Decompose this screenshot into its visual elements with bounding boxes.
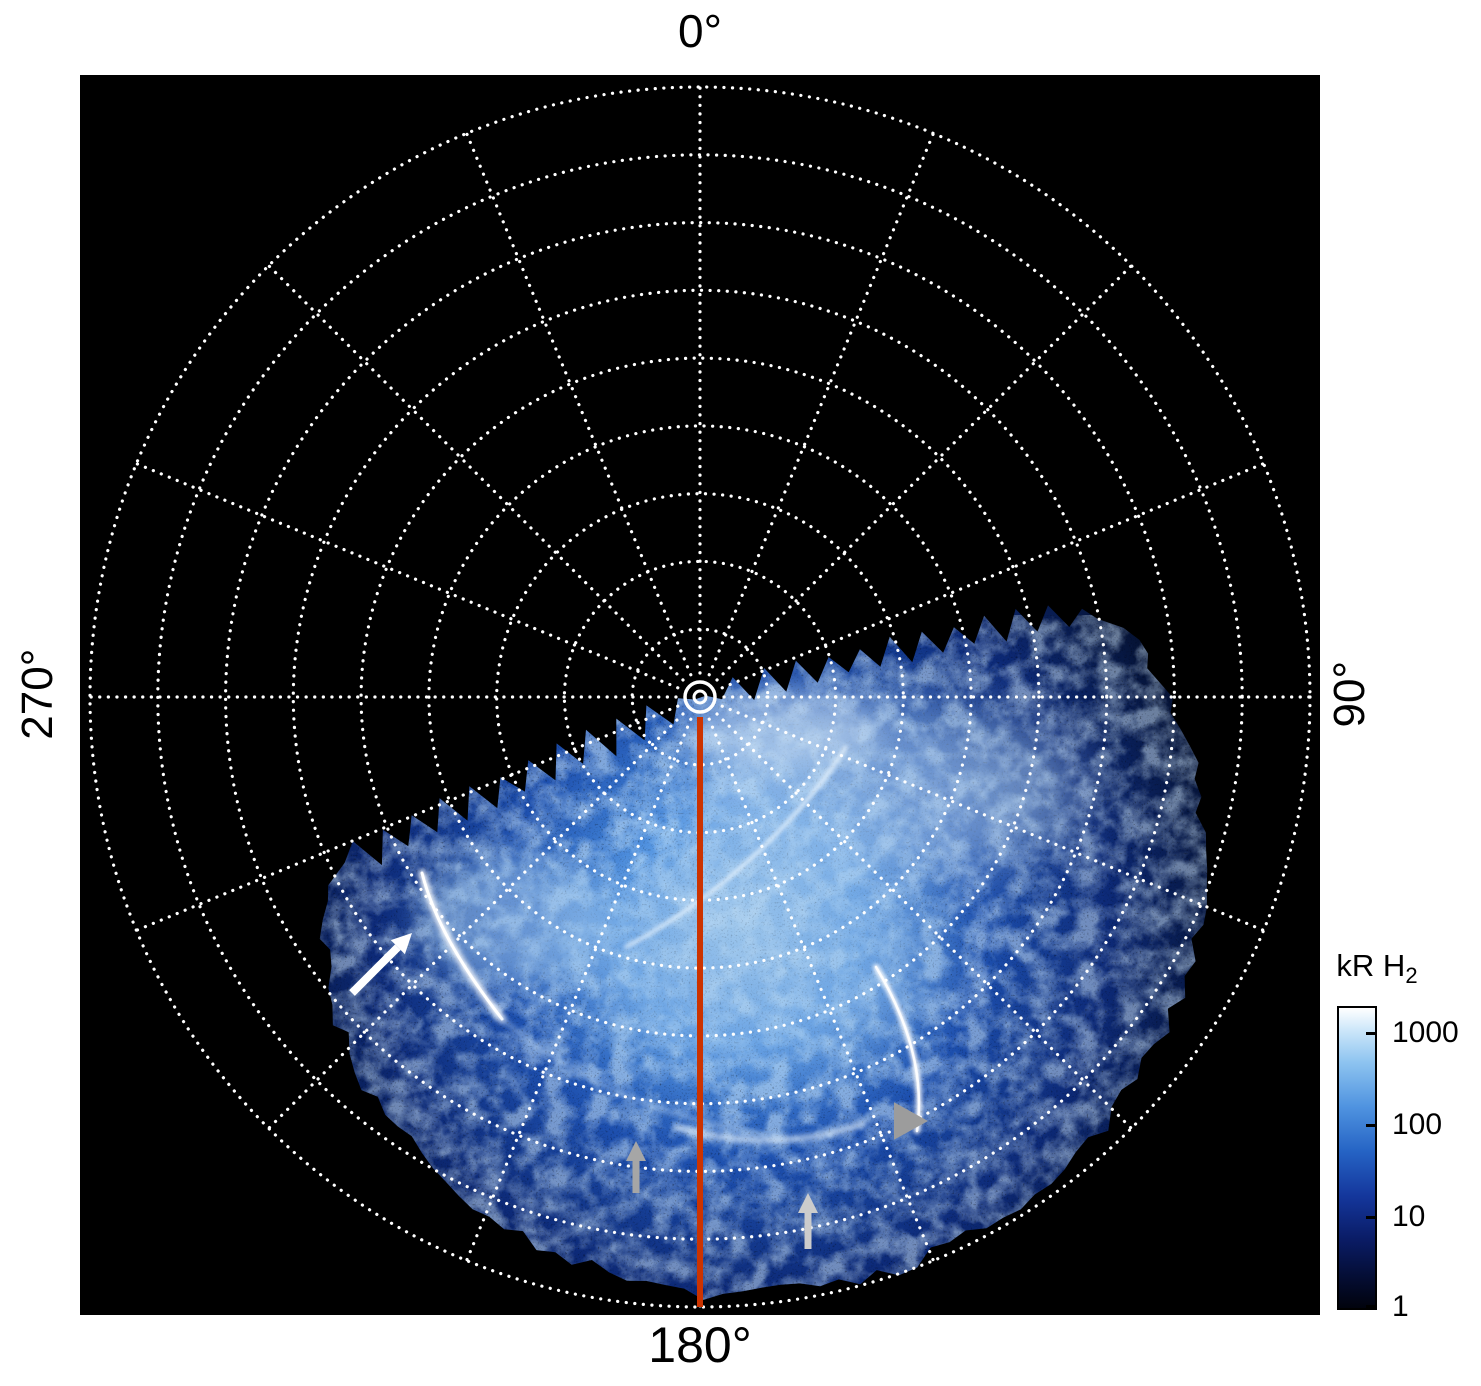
- auroral-arc: [500, 1017, 782, 1138]
- angle-label-90: 90°: [1324, 660, 1374, 728]
- diffuse-glow: [420, 855, 610, 985]
- grid-radial-line: [720, 704, 1266, 933]
- colorbar-title-text: kR H: [1336, 948, 1406, 983]
- pole-marker-inner-ring: [692, 689, 708, 705]
- arrow-head: [798, 1193, 818, 1213]
- annotation-arrow: [798, 1193, 818, 1249]
- annotation-triangle-pointer: [894, 1102, 928, 1140]
- colorbar-tick-10: 10: [1392, 1200, 1426, 1233]
- grid-ring: [427, 424, 973, 970]
- diffuse-glow: [580, 840, 940, 1070]
- grid-radial-line: [134, 704, 680, 933]
- colorbar-tick-1000: 1000: [1392, 1016, 1459, 1049]
- annotation-arrow: [349, 933, 412, 996]
- aurora-features: [418, 690, 1080, 1143]
- grid-radial-line: [715, 712, 1133, 1130]
- angle-label-270: 270°: [12, 648, 62, 740]
- grid-radial-line: [465, 131, 693, 677]
- colorbar-tick-mark: [1366, 1032, 1375, 1035]
- grid-radial-line: [267, 264, 685, 682]
- colorbar-tick-1: 1: [1392, 1290, 1409, 1323]
- grid-ring: [291, 288, 1109, 1106]
- auroral-arc: [624, 745, 848, 949]
- polar-plot-area: [80, 75, 1320, 1315]
- auroral-arc: [874, 965, 921, 1133]
- arrow-head: [626, 1141, 646, 1161]
- colorbar-tick-mark: [1366, 1305, 1375, 1308]
- pole-marker-ring: [683, 680, 717, 714]
- grid-radial-line: [707, 131, 936, 677]
- polar-plot-svg: [88, 85, 1312, 1309]
- annotation-arrow: [626, 1141, 646, 1193]
- grid-radial-line: [715, 264, 1133, 682]
- grid-radial-line: [707, 717, 936, 1263]
- colorbar-tick-mark: [1366, 1124, 1375, 1127]
- grid-radial-line: [465, 717, 693, 1263]
- colorbar-title-subscript: 2: [1405, 963, 1418, 989]
- grid-radial-line: [134, 462, 680, 690]
- colorbar-gradient: [1337, 1006, 1377, 1310]
- angle-label-180: 180°: [648, 1317, 752, 1373]
- colorbar-tick-mark: [1366, 1216, 1375, 1219]
- grid-radial-line: [720, 462, 1266, 690]
- grid-radial-line: [267, 712, 685, 1130]
- auroral-arc: [420, 871, 504, 1021]
- colorbar-title: kR H2: [1310, 948, 1444, 989]
- arrow-head: [390, 933, 412, 955]
- triangle-pointer: [894, 1102, 928, 1140]
- arrow-shaft: [349, 944, 401, 996]
- colorbar-tick-100: 100: [1392, 1108, 1443, 1141]
- angle-label-0: 0°: [678, 5, 722, 57]
- grid-ring: [224, 221, 1176, 1173]
